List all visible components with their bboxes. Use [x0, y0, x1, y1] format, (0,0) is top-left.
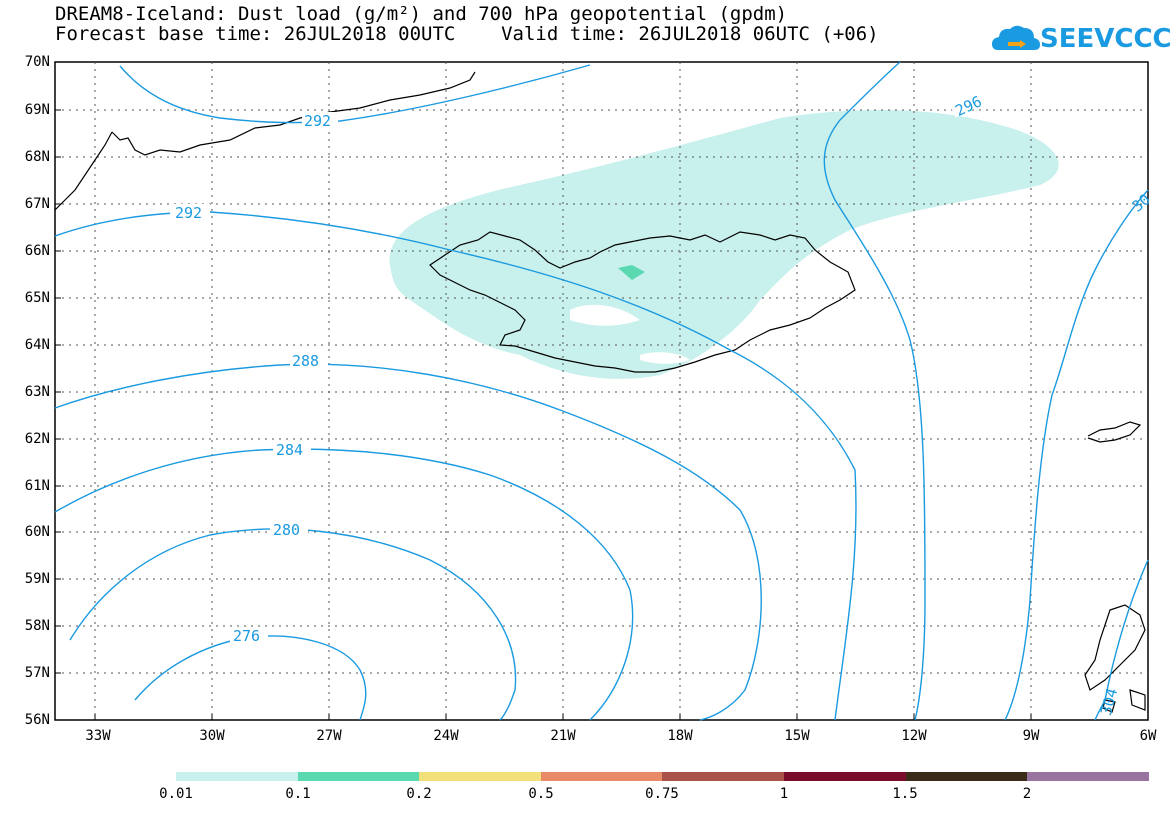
- lon-label: 24W: [433, 728, 459, 744]
- colorbar-label: 0.5: [528, 786, 554, 802]
- colorbar-segment: [784, 772, 907, 781]
- map-frame: [54, 61, 1149, 721]
- contour-292-north: [119, 64, 591, 124]
- lon-label: 6W: [1139, 728, 1157, 744]
- lon-label: 33W: [85, 728, 111, 744]
- lat-label: 64N: [24, 337, 50, 353]
- dust-free-patch: [640, 352, 690, 364]
- logo-text: SEEVCCC: [1040, 24, 1172, 54]
- contour-284: [54, 448, 634, 721]
- lat-label: 58N: [24, 618, 50, 634]
- lat-label: 69N: [24, 102, 50, 118]
- contour-label: 288: [292, 352, 319, 370]
- cloud-logo-icon: [992, 25, 1040, 50]
- colorbar-segment: [540, 772, 663, 781]
- contour-296: [823, 61, 926, 721]
- lon-label: 15W: [784, 728, 810, 744]
- colorbar-label: 0.1: [285, 786, 311, 802]
- contour-label: 292: [175, 204, 202, 222]
- colorbar-segment: [662, 772, 785, 781]
- lat-label: 60N: [24, 524, 50, 540]
- colorbar-label: 1.5: [892, 786, 918, 802]
- colorbar-label: 2: [1022, 786, 1032, 802]
- map-title: DREAM8-Iceland: Dust load (g/m²) and 700…: [55, 3, 788, 25]
- lat-label: 61N: [24, 478, 50, 494]
- lat-label: 67N: [24, 196, 50, 212]
- lat-label: 63N: [24, 384, 50, 400]
- colorbar-segment: [176, 772, 299, 781]
- lat-label: 66N: [24, 243, 50, 259]
- lat-label: 62N: [24, 431, 50, 447]
- dust-free-patch: [570, 304, 640, 326]
- axis-ticks: [55, 61, 1032, 720]
- contour-label: 284: [276, 441, 303, 459]
- lon-label: 30W: [199, 728, 225, 744]
- dust-load-area-light: [389, 109, 1059, 379]
- colorbar-segment: [297, 772, 420, 781]
- lat-gridlines: [55, 109, 1148, 674]
- contour-280: [69, 528, 517, 721]
- lon-gridlines: [94, 62, 1032, 720]
- lon-label: 27W: [316, 728, 342, 744]
- colorbar-segment: [1027, 772, 1150, 781]
- lon-label: 9W: [1022, 728, 1040, 744]
- colorbar-label: 0.75: [645, 786, 679, 802]
- contour-label: 292: [304, 112, 331, 130]
- contour-label: 280: [273, 521, 300, 539]
- contour-30x: [1004, 189, 1149, 721]
- geopotential-contours: [54, 61, 1149, 721]
- colorbar-label: 1: [779, 786, 789, 802]
- contour-label: 30: [1128, 190, 1153, 215]
- coastline: [54, 71, 1146, 713]
- contour-276: [134, 635, 367, 721]
- lat-label: 68N: [24, 149, 50, 165]
- lon-label: 21W: [550, 728, 576, 744]
- lon-label: 18W: [667, 728, 693, 744]
- lat-label: 57N: [24, 665, 50, 681]
- contour-label: 276: [233, 627, 260, 645]
- contour-label: 304: [1097, 686, 1121, 717]
- colorbar-label: 0.2: [406, 786, 432, 802]
- lat-label: 56N: [24, 712, 50, 728]
- lat-label: 65N: [24, 290, 50, 306]
- colorbar-segment: [419, 772, 542, 781]
- colorbar-segment: [905, 772, 1028, 781]
- contour-304: [1094, 559, 1149, 721]
- map-subtitle: Forecast base time: 26JUL2018 00UTC Vali…: [55, 23, 879, 45]
- contour-288: [54, 363, 762, 721]
- lon-label: 12W: [901, 728, 927, 744]
- dust-load-area-medium: [618, 265, 645, 280]
- lat-label: 70N: [24, 54, 50, 70]
- colorbar-label: 0.01: [159, 786, 193, 802]
- lat-label: 59N: [24, 571, 50, 587]
